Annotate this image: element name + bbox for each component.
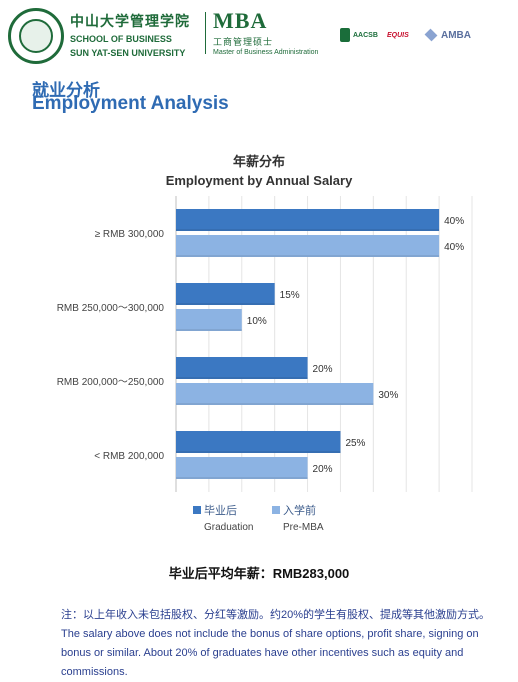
program-title: MBA bbox=[213, 8, 268, 33]
bar bbox=[176, 283, 275, 305]
footnote-cn: 注：以上年收入未包括股权、分红等激励。约20%的学生有股权、提成等其他激励方式。 bbox=[61, 609, 491, 621]
program-name-en: Master of Business Administration bbox=[213, 49, 319, 56]
amba-accreditation-logo: AMBA bbox=[424, 22, 471, 48]
salary-bar-chart: ≥ RMB 300,000 40% 40% RMB 250,000～300,000 15… bbox=[57, 196, 473, 533]
data-label: 10% bbox=[247, 316, 267, 327]
bar bbox=[176, 383, 374, 405]
bar-shade bbox=[176, 255, 440, 257]
program-block: MBA 工商管理硕士 Master of Business Administra… bbox=[213, 8, 318, 56]
data-label: 20% bbox=[313, 464, 333, 475]
legend-swatch bbox=[193, 506, 201, 514]
equis-accreditation-logo: EQUIS bbox=[387, 31, 409, 39]
page-header: 中山大学管理学院 SCHOOL OF BUSINESS SUN YAT-SEN … bbox=[0, 0, 518, 66]
footnote: 注：以上年收入未包括股权、分红等激励。约20%的学生有股权、提成等其他激励方式。… bbox=[61, 606, 501, 682]
bar-shade bbox=[176, 229, 440, 231]
data-label: 30% bbox=[378, 390, 398, 401]
school-name-block: 中山大学管理学院 SCHOOL OF BUSINESS SUN YAT-SEN … bbox=[70, 11, 190, 59]
category-label: < RMB 200,000 bbox=[94, 451, 164, 462]
bar bbox=[176, 309, 242, 331]
bar-shade bbox=[176, 403, 374, 405]
legend-swatch bbox=[272, 506, 280, 514]
aacsb-accreditation-logo: AACSB bbox=[340, 22, 378, 48]
legend-label: 入学前 bbox=[283, 503, 316, 517]
program-name-cn: 工商管理硕士 bbox=[213, 37, 274, 47]
legend-label: 毕业后 bbox=[204, 504, 237, 517]
school-name-en-1: SCHOOL OF BUSINESS bbox=[70, 34, 172, 44]
category-label: ≥ RMB 300,000 bbox=[95, 229, 165, 240]
school-name-cn: 中山大学管理学院 bbox=[70, 13, 190, 29]
bar-shade bbox=[176, 303, 275, 305]
university-seal-logo bbox=[8, 8, 64, 64]
bar-shade bbox=[176, 377, 308, 379]
page-title-cn: 就业分析 bbox=[32, 81, 100, 100]
category-label: RMB 250,000～300,000 bbox=[57, 303, 165, 314]
bar bbox=[176, 431, 341, 453]
bar-shade bbox=[176, 477, 308, 479]
data-label: 25% bbox=[345, 438, 365, 449]
bar bbox=[176, 457, 308, 479]
chart-title-en: Employment by Annual Salary bbox=[165, 173, 353, 188]
data-label: 40% bbox=[444, 242, 464, 253]
legend-label-en: Pre-MBA bbox=[283, 522, 324, 533]
average-salary: 毕业后平均年薪：RMB283,000 bbox=[168, 566, 350, 581]
legend-label-en: Graduation bbox=[204, 522, 253, 533]
category-label: RMB 200,000～250,000 bbox=[57, 377, 165, 388]
data-label: 20% bbox=[313, 364, 333, 375]
chart-title-cn: 年薪分布 bbox=[232, 154, 285, 169]
data-label: 40% bbox=[444, 216, 464, 227]
footnote-en: The salary above does not include the bo… bbox=[61, 628, 479, 678]
bar bbox=[176, 357, 308, 379]
bar-shade bbox=[176, 451, 341, 453]
header-divider bbox=[205, 12, 206, 54]
page-title-en: Employment Analysis bbox=[32, 93, 229, 114]
bar-shade bbox=[176, 329, 242, 331]
school-name-en-2: SUN YAT-SEN UNIVERSITY bbox=[70, 48, 186, 58]
bar bbox=[176, 209, 440, 231]
data-label: 15% bbox=[280, 290, 300, 301]
bar bbox=[176, 235, 440, 257]
